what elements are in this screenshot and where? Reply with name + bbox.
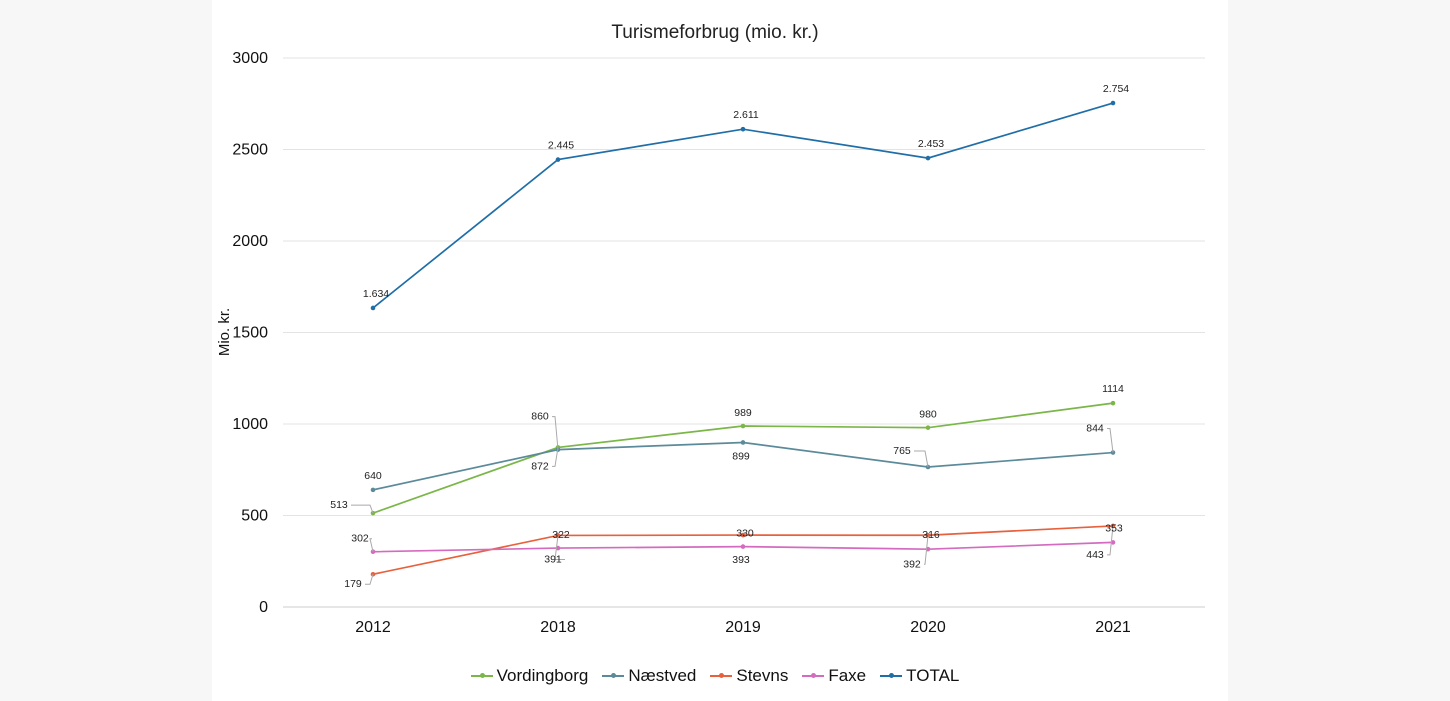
data-label: 443	[1086, 549, 1104, 561]
data-point	[370, 487, 376, 493]
leader-line	[914, 450, 929, 468]
data-point	[370, 305, 376, 311]
data-label: 2.453	[918, 138, 944, 150]
series-line-total	[372, 102, 1114, 309]
leader-line	[369, 538, 374, 552]
y-tick-label: 0	[259, 599, 268, 616]
data-label: 872	[531, 460, 549, 472]
data-label: 179	[344, 578, 362, 590]
legend-item-næstved: Næstved	[602, 666, 696, 686]
legend-label: Vordingborg	[496, 666, 589, 685]
y-tick-label: 1500	[232, 325, 268, 342]
legend-swatch	[802, 673, 825, 678]
data-label: 640	[364, 470, 382, 482]
legend: Vordingborg Næstved Stevns Faxe TOTAL	[0, 666, 1430, 686]
leader-line	[552, 416, 559, 450]
data-label: 2.754	[1103, 83, 1129, 95]
data-point	[925, 155, 931, 161]
legend-item-vordingborg: Vordingborg	[470, 666, 589, 686]
data-point	[1110, 400, 1116, 406]
legend-label: Næstved	[628, 666, 697, 685]
data-label: 316	[922, 529, 940, 541]
data-label: 2.445	[548, 140, 574, 152]
chart-title: Turismeforbrug (mio. kr.)	[611, 22, 819, 43]
leader-line	[351, 504, 374, 514]
legend-swatch	[470, 673, 493, 678]
y-tick-label: 500	[241, 508, 268, 525]
data-point	[1110, 450, 1116, 455]
data-point	[925, 425, 931, 430]
leader-line	[1107, 525, 1114, 556]
data-label: 860	[531, 411, 549, 423]
y-tick-label: 3000	[232, 50, 268, 67]
legend-swatch	[602, 673, 625, 678]
data-label: 899	[732, 450, 750, 462]
data-point	[740, 532, 746, 538]
data-label: 353	[1105, 522, 1123, 534]
data-label: 765	[893, 445, 911, 457]
x-tick-label: 2018	[540, 619, 576, 636]
legend-label: TOTAL	[906, 666, 960, 685]
data-point	[740, 440, 746, 445]
data-point	[740, 544, 746, 549]
data-label: 393	[732, 554, 750, 566]
data-label: 392	[903, 558, 921, 570]
legend-item-faxe: Faxe	[802, 666, 866, 686]
legend-item-stevns: Stevns	[710, 666, 788, 686]
legend-swatch	[710, 673, 733, 678]
data-point	[1110, 100, 1116, 106]
data-point	[740, 423, 746, 429]
leader-line	[552, 447, 559, 467]
legend-label: Faxe	[828, 666, 867, 685]
data-label: 2.611	[733, 109, 759, 121]
data-label: 989	[734, 407, 752, 419]
data-label: 1114	[1102, 383, 1124, 395]
chart-panel	[212, 0, 1228, 701]
y-tick-label: 2500	[232, 142, 268, 159]
leader-line	[365, 574, 374, 585]
data-label: 391	[544, 553, 562, 565]
x-tick-label: 2020	[910, 619, 946, 636]
x-tick-label: 2019	[725, 619, 761, 636]
data-point	[740, 126, 746, 132]
data-label: 330	[736, 528, 754, 540]
data-label: 322	[552, 529, 570, 541]
data-label: 844	[1086, 423, 1104, 435]
data-point	[555, 157, 561, 162]
legend-item-total: TOTAL	[880, 666, 959, 686]
x-tick-label: 2021	[1095, 619, 1131, 636]
leader-line	[1107, 428, 1114, 453]
legend-swatch	[880, 673, 903, 678]
data-label: 980	[919, 409, 937, 421]
y-tick-label: 1000	[232, 416, 268, 433]
y-tick-label: 2000	[232, 233, 268, 250]
leader-line	[554, 535, 565, 560]
data-label: 302	[351, 533, 369, 545]
leader-line	[924, 535, 929, 565]
data-label: 513	[330, 499, 348, 511]
legend-label: Stevns	[736, 666, 789, 685]
data-label: 1.634	[363, 288, 389, 300]
x-tick-label: 2012	[355, 619, 391, 636]
y-axis-label: Mio. kr.	[216, 308, 233, 356]
